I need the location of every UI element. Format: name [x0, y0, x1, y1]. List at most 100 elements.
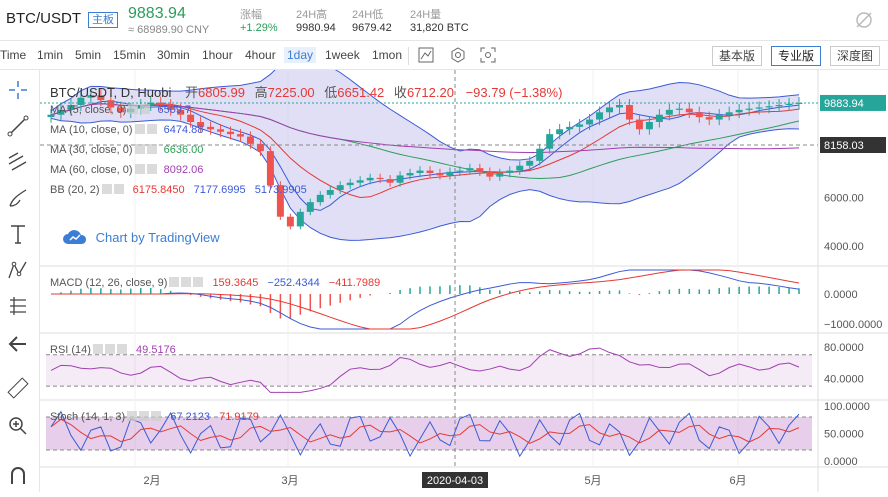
ma5-name: MA (5, close, 0)	[50, 104, 127, 116]
legend-bb: BB (20, 2) 6175.8450 7177.6995 5173.9905	[50, 184, 307, 196]
candle-body	[536, 148, 544, 161]
candle-body	[576, 124, 584, 127]
candle-body	[147, 102, 155, 105]
stat-label-low: 24H低	[352, 9, 384, 21]
candle-body	[326, 190, 334, 195]
candle-body	[615, 105, 623, 108]
candle-body	[47, 114, 55, 117]
watermark-text: Chart by TradingView	[95, 230, 220, 245]
view-depth-button[interactable]: 深度图	[830, 46, 881, 66]
view-basic-button[interactable]: 基本版	[712, 46, 763, 66]
bollinger-lower-line	[50, 117, 800, 241]
candle-body	[466, 168, 474, 171]
stoch-tick-label: 0.0000	[824, 456, 858, 468]
candle-body	[256, 143, 264, 152]
magnet-icon[interactable]	[6, 462, 30, 486]
interval-1hour[interactable]: 1hour	[202, 48, 233, 62]
candle-body	[286, 216, 294, 227]
screenshot-icon[interactable]	[480, 47, 496, 63]
candle-body	[755, 107, 763, 109]
candle-body	[336, 185, 344, 190]
macd-line	[50, 269, 800, 330]
settings-icon[interactable]	[450, 47, 466, 63]
legend-title: BTC/USDT, D, Huobi	[50, 85, 172, 100]
crosshair-date-label: 2020-04-03	[427, 475, 483, 487]
chart-area[interactable]: 9883.94 8158.03 6000.00 4000.00 0.0000 −1000.…	[40, 57, 888, 492]
trend-line-icon[interactable]	[6, 114, 30, 138]
candle-body	[306, 202, 314, 212]
candle-body	[187, 114, 195, 122]
legend-low: 6651.42	[337, 85, 385, 100]
ma30-value: 6636.00	[163, 144, 204, 156]
interval-1min[interactable]: 1min	[37, 48, 64, 62]
candle-body	[725, 112, 733, 115]
candle-body	[276, 185, 284, 217]
crosshair-icon[interactable]	[6, 78, 30, 102]
fib-retracement-icon[interactable]	[6, 150, 30, 174]
ma10-value: 6474.88	[163, 124, 204, 136]
back-arrow-icon[interactable]	[6, 332, 30, 356]
candle-body	[625, 105, 633, 120]
candle-body	[436, 173, 444, 176]
text-tool-icon[interactable]	[6, 222, 30, 246]
pattern-icon[interactable]	[6, 258, 30, 282]
candle-body	[546, 134, 554, 149]
candle-body	[246, 136, 254, 144]
chart-canvas[interactable]: 9883.94 8158.03 6000.00 4000.00 0.0000 −1000.…	[40, 57, 888, 492]
hide-icon[interactable]	[854, 10, 874, 30]
zoom-in-icon[interactable]	[6, 414, 30, 438]
x-tick-label: 5月	[584, 475, 601, 487]
candle-body	[227, 131, 235, 135]
legend-close-label: 收	[393, 85, 407, 100]
candle-body	[645, 122, 653, 130]
candle-body	[396, 175, 404, 183]
candle-body	[516, 165, 524, 171]
legend-ma30: MA (30, close, 0) 6636.00	[50, 144, 203, 156]
price-tick-label: 4000.00	[824, 241, 864, 253]
brush-icon[interactable]	[6, 186, 30, 210]
candle-body	[316, 194, 324, 203]
last-price: 9883.94	[128, 5, 186, 22]
interval-time[interactable]: Time	[0, 48, 27, 62]
interval-1mon[interactable]: 1mon	[372, 48, 403, 62]
candle-body	[356, 180, 364, 183]
x-tick-label: 6月	[729, 475, 746, 487]
indicators-icon[interactable]	[418, 47, 434, 63]
cloud-icon	[63, 230, 87, 244]
interval-30min[interactable]: 30min	[157, 48, 190, 62]
stat-label-change: 涨幅	[240, 9, 262, 21]
stoch-tick-label: 50.0000	[824, 429, 864, 441]
candle-body	[77, 97, 85, 105]
tradingview-watermark[interactable]: Chart by TradingView	[62, 228, 220, 246]
view-pro-button[interactable]: 专业版	[771, 46, 822, 66]
macd-v3: −411.7989	[328, 277, 381, 289]
stat-value-volume: 31,820 BTC	[410, 22, 469, 34]
x-tick-label: 3月	[281, 475, 298, 487]
interval-1day[interactable]: 1day	[284, 47, 317, 63]
macd-tick-label: −1000.0000	[824, 319, 882, 331]
interval-5min[interactable]: 5min	[75, 48, 102, 62]
rsi-value: 49.5176	[136, 344, 176, 356]
candle-body	[556, 129, 564, 135]
legend-ma5: MA (5, close, 0) 6509.7	[50, 104, 191, 116]
prediction-icon[interactable]	[6, 294, 30, 318]
ma30-name: MA (30, close, 0)	[50, 144, 133, 156]
pair-name[interactable]: BTC/USDT	[6, 10, 81, 27]
chart-toolbar: Time 1min 5min 15min 30min 1hour 4hour 1…	[0, 40, 888, 70]
candle-body	[177, 109, 185, 115]
stat-label-volume: 24H量	[410, 9, 442, 21]
candle-body	[97, 95, 105, 101]
candle-body	[506, 170, 514, 173]
ruler-icon[interactable]	[6, 376, 30, 400]
candle-body	[266, 151, 274, 186]
interval-4hour[interactable]: 4hour	[245, 48, 276, 62]
legend-change: −93.79 (−1.38%)	[465, 85, 563, 100]
interval-15min[interactable]: 15min	[113, 48, 146, 62]
legend-low-label: 低	[324, 85, 338, 100]
candle-body	[197, 122, 205, 127]
crosshair-price-label: 8158.03	[824, 140, 864, 152]
bb-name: BB (20, 2)	[50, 184, 100, 196]
interval-1week[interactable]: 1week	[325, 48, 360, 62]
candle-body	[496, 173, 504, 177]
cny-price: ≈ 68989.90 CNY	[128, 24, 210, 36]
